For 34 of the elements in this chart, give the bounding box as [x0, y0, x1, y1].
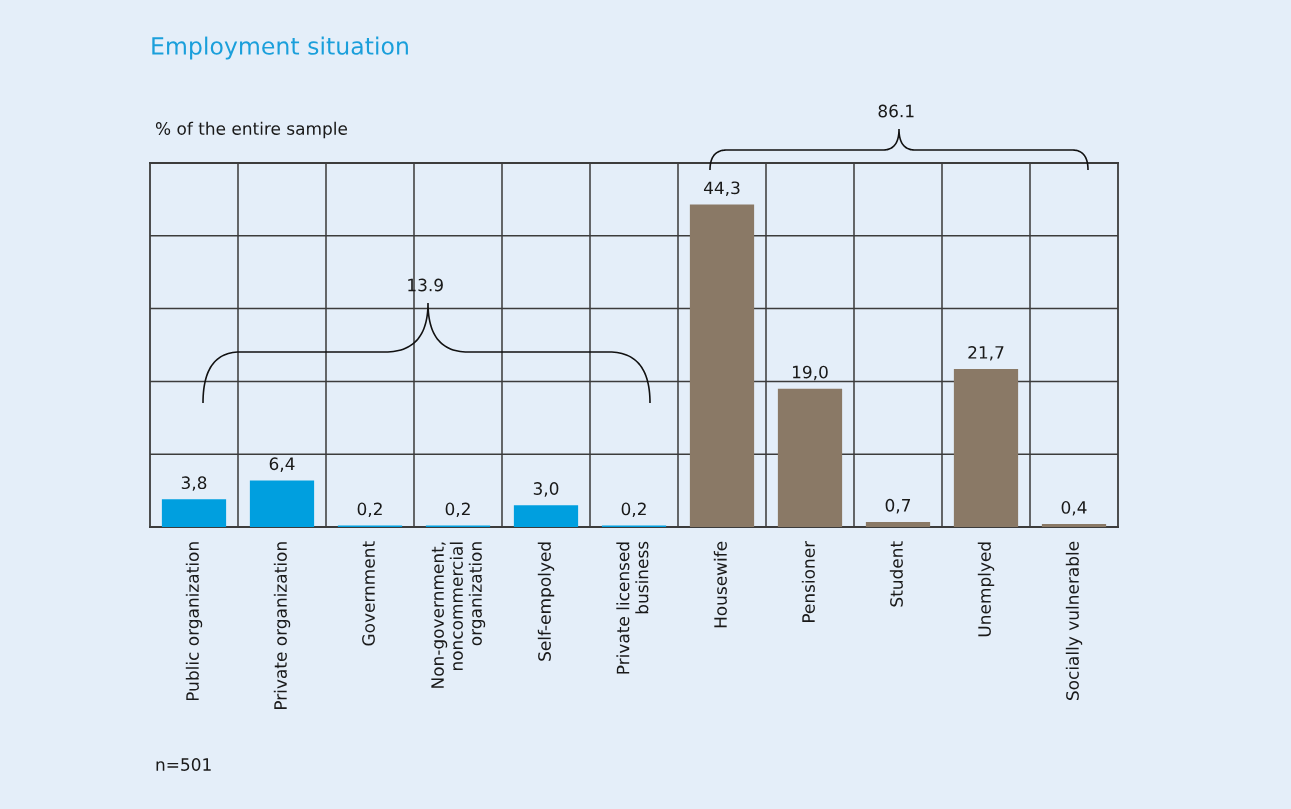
bar — [513, 505, 579, 527]
data-label: 44,3 — [703, 181, 740, 196]
text: n=501 — [156, 758, 211, 771]
chart-title: Employment situation — [152, 36, 408, 60]
bar — [161, 499, 227, 527]
x-tick-label: Unemplyed — [977, 542, 995, 637]
y-axis-title: % of the entire sample — [155, 121, 348, 139]
data-label: 0,4 — [1061, 501, 1087, 516]
bar — [249, 480, 315, 527]
data-label: 0,2 — [445, 502, 470, 518]
data-label: 6,4 — [269, 457, 295, 472]
x-tick-label: Non-government, noncommercial organization — [431, 542, 486, 688]
data-label: 3,0 — [533, 482, 559, 497]
data-label: 0,7 — [885, 498, 911, 514]
bar — [689, 204, 755, 527]
bar — [1041, 524, 1107, 527]
bar — [777, 388, 843, 527]
bar — [865, 521, 931, 527]
x-tick-label: Public organization — [185, 542, 203, 701]
data-label: 21,7 — [968, 345, 1004, 361]
data-label: 0,2 — [621, 502, 646, 518]
data-label: 19,0 — [793, 365, 828, 381]
x-tick-label: Housewife — [713, 541, 727, 628]
x-tick-label: Government — [362, 541, 375, 646]
x-tick-label: Self-empolyed — [537, 542, 555, 661]
data-label: 3,8 — [181, 476, 207, 491]
data-label: 0,2 — [357, 502, 382, 518]
x-tick-label: Private licensed business — [616, 541, 649, 674]
x-tick-label: Student — [889, 541, 903, 607]
x-tick-label: Private organization — [273, 542, 291, 710]
bar — [953, 369, 1019, 527]
text: 86.1 — [878, 104, 914, 118]
x-tick-label: Socially vulnerable — [1065, 541, 1083, 701]
x-tick-label: Pensioner — [801, 540, 815, 623]
